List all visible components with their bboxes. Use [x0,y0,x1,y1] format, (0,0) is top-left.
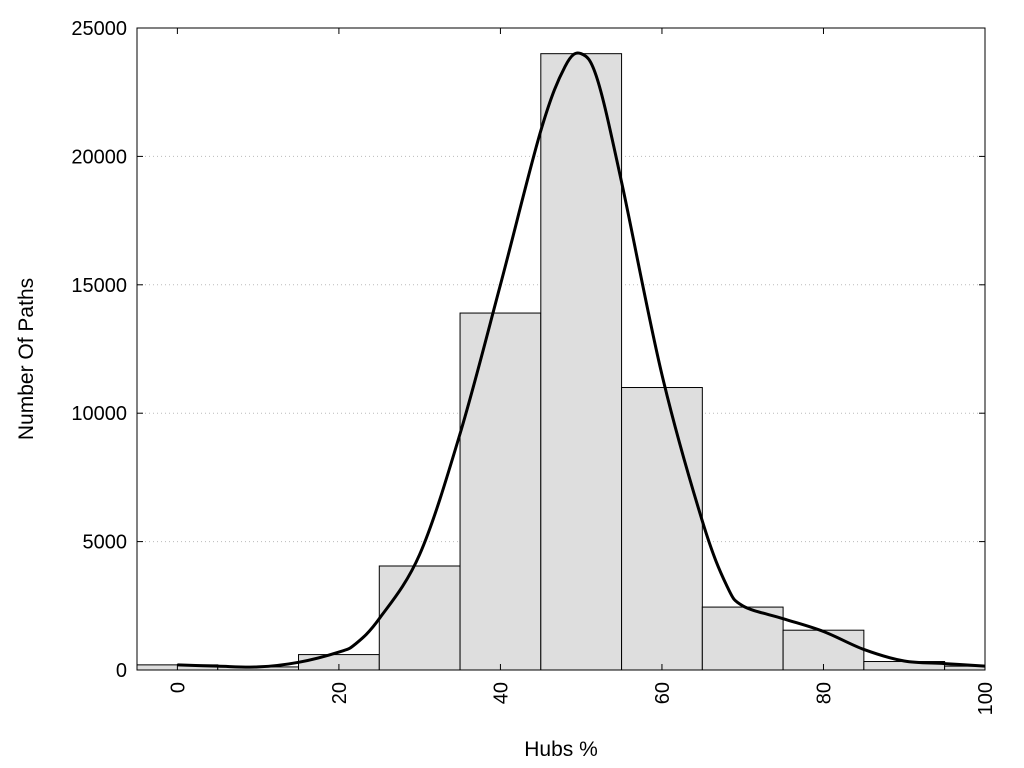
y-tick-label-5: 25000 [71,18,127,40]
x-tick-label-0: 0 [167,682,189,693]
y-tick-label-1: 5000 [83,532,128,554]
y-tick-label-4: 20000 [71,146,127,168]
plot-frame [136,27,986,671]
y-axis-label: Number Of Paths [15,278,38,440]
x-tick-label-2: 40 [490,682,512,704]
x-tick-label-3: 60 [652,682,674,704]
histogram-bar-8 [782,629,865,671]
histogram-bar-4 [459,312,542,671]
histogram-bar-3 [378,565,461,671]
axis-ticks: 0 5000 10000 15000 20000 25000 0 20 40 60 80 100 [71,18,997,715]
x-axis-label: Hubs % [524,738,598,761]
x-tick-label-4: 80 [813,682,835,704]
x-tick-label-5: 100 [975,682,997,715]
y-tick-label-2: 10000 [71,403,127,425]
density-curve [177,51,986,669]
histogram-bar-6 [621,387,703,671]
density-curve-layer [177,51,986,669]
x-tick-label-1: 20 [329,682,351,704]
y-tick-label-0: 0 [116,660,127,682]
y-tick-label-3: 15000 [71,275,127,297]
histogram-bars [136,53,986,671]
histogram-bar-5 [540,53,623,671]
